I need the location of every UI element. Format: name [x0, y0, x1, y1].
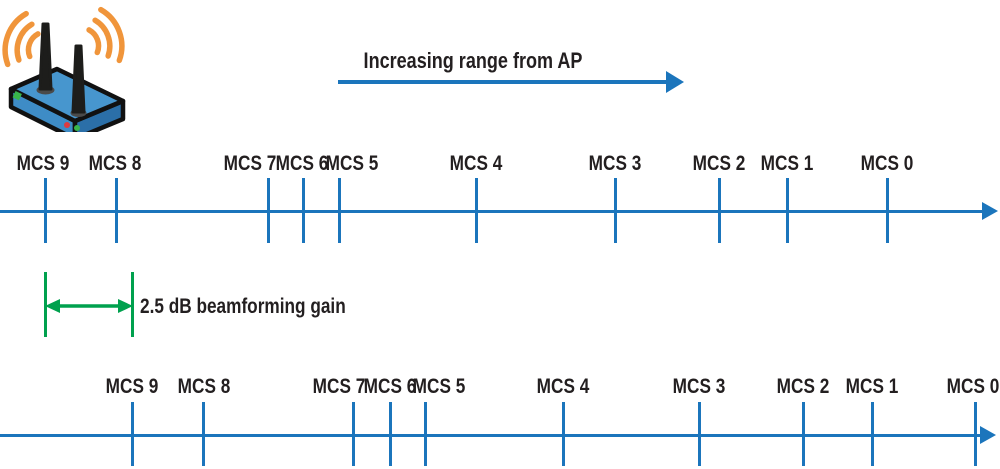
gain-boundary-line-left [43, 272, 47, 337]
axis-tick-label: MCS 7 [312, 375, 366, 398]
axis-tick [388, 402, 392, 466]
axis-tick-label: MCS 1 [845, 375, 899, 398]
axis-tick [561, 402, 565, 466]
range-arrow-label: Increasing range from AP [363, 48, 583, 73]
axis-tick [266, 178, 270, 243]
axis-tick-label: MCS 7 [223, 152, 277, 175]
axis-tick-label: MCS 8 [177, 375, 231, 398]
axis-tick [351, 402, 355, 466]
axis-tick-label: MCS 4 [536, 375, 590, 398]
axis-tick-label: MCS 2 [776, 375, 830, 398]
led-side-green [12, 91, 22, 101]
axis-tick [337, 178, 341, 243]
axis-tick [801, 402, 805, 466]
axis-tick-label: MCS 1 [760, 152, 814, 175]
beamforming-gain-label: 2.5 dB beamforming gain [140, 295, 346, 318]
axis-line [0, 209, 982, 213]
axis-tick-label: MCS 6 [275, 152, 329, 175]
axis-tick [130, 402, 134, 466]
axis-tick [697, 402, 701, 466]
gain-boundary-line-right [130, 272, 134, 337]
axis-tick-label: MCS 2 [692, 152, 746, 175]
axis-arrowhead [980, 426, 996, 444]
axis-tick-label: MCS 5 [412, 375, 466, 398]
led-red [64, 122, 70, 128]
axis-tick-label: MCS 6 [363, 375, 417, 398]
antennas-icon [38, 22, 86, 114]
axis-tick-label: MCS 3 [672, 375, 726, 398]
gain-double-arrow [45, 299, 133, 313]
axis-tick [885, 178, 889, 243]
axis-tick [870, 402, 874, 466]
axis-tick-label: MCS 4 [449, 152, 503, 175]
axis-tick-label: MCS 0 [860, 152, 914, 175]
increasing-range-arrowhead [666, 71, 684, 93]
axis-tick-label: MCS 8 [88, 152, 142, 175]
axis-tick-label: MCS 5 [325, 152, 379, 175]
axis-tick-label: MCS 9 [16, 152, 70, 175]
axis-tick [301, 178, 305, 243]
axis-line [0, 433, 980, 437]
axis-tick-label: MCS 3 [588, 152, 642, 175]
led-green [74, 125, 80, 131]
axis-tick-label: MCS 0 [946, 375, 1000, 398]
axis-arrowhead [982, 202, 998, 220]
axis-tick [43, 178, 47, 243]
axis-tick [474, 178, 478, 243]
axis-tick [423, 402, 427, 466]
axis-tick [785, 178, 789, 243]
axis-tick [973, 402, 977, 466]
axis-tick [613, 178, 617, 243]
axis-tick [114, 178, 118, 243]
increasing-range-arrow [338, 80, 666, 84]
axis-tick-label: MCS 9 [105, 375, 159, 398]
wifi-waves-left-icon [2, 10, 41, 68]
axis-tick [201, 402, 205, 466]
access-point-icon [2, 6, 126, 132]
axis-tick [717, 178, 721, 243]
wifi-waves-right-icon [86, 6, 125, 64]
